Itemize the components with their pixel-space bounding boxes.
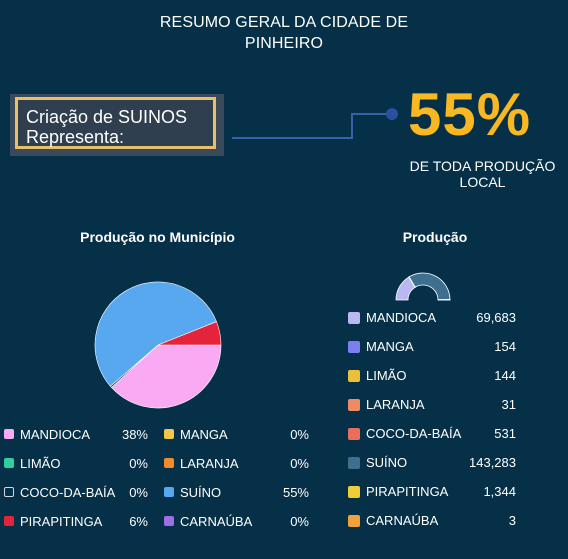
donut-legend-item-suino[interactable]: SUÍNO 143,283 bbox=[348, 455, 516, 471]
donut-segment-suino[interactable] bbox=[408, 272, 451, 301]
pie-legend-item-carnauba[interactable]: CARNAÚBA 0% bbox=[164, 514, 309, 530]
legend-value: 6% bbox=[129, 514, 148, 529]
legend-swatch bbox=[4, 516, 14, 526]
legend-value: 0% bbox=[129, 485, 148, 500]
legend-value: 531 bbox=[494, 426, 516, 441]
pie-legend-item-mandioca[interactable]: MANDIOCA 38% bbox=[4, 427, 148, 443]
legend-label: SUÍNO bbox=[366, 455, 408, 470]
legend-label: LARANJA bbox=[180, 456, 239, 471]
legend-value: 144 bbox=[494, 368, 516, 383]
legend-value: 55% bbox=[282, 485, 309, 500]
caption-line-1: DE TODA PRODUÇÃO bbox=[409, 158, 556, 174]
legend-value: 38% bbox=[121, 427, 148, 442]
legend-value: 69,683 bbox=[476, 310, 516, 325]
pie-legend-item-manga[interactable]: MANGA 0% bbox=[164, 427, 309, 443]
legend-swatch bbox=[4, 429, 14, 439]
legend-label: MANDIOCA bbox=[366, 310, 437, 325]
pie-slice-mandioca[interactable] bbox=[111, 344, 222, 409]
donut-chart bbox=[395, 272, 451, 301]
legend-value: 3 bbox=[508, 513, 516, 528]
legend-value: 0% bbox=[290, 456, 309, 471]
connector-line bbox=[232, 113, 392, 139]
legend-swatch bbox=[348, 399, 360, 411]
highlight-caption: DE TODA PRODUÇÃO LOCAL bbox=[400, 158, 565, 190]
highlight-percent: 55% bbox=[408, 81, 532, 148]
legend-value: 31 bbox=[501, 397, 516, 412]
legend-label: SUÍNO bbox=[180, 485, 222, 500]
legend-label: CARNAÚBA bbox=[366, 513, 439, 528]
legend-value: 1,344 bbox=[483, 484, 516, 499]
legend-value: 154 bbox=[494, 339, 516, 354]
legend-value: 143,283 bbox=[469, 455, 516, 470]
legend-swatch bbox=[348, 312, 360, 324]
legend-swatch bbox=[348, 486, 360, 498]
pie-chart bbox=[94, 281, 222, 409]
legend-label: LIMÃO bbox=[366, 368, 407, 383]
callout-frame: Criação de SUINOS Representa: bbox=[15, 97, 216, 149]
pie-slice-pirapitinga[interactable] bbox=[157, 321, 222, 346]
legend-value: 0% bbox=[290, 427, 309, 442]
callout-line-1: Criação de SUINOS bbox=[26, 107, 188, 127]
legend-swatch bbox=[164, 516, 174, 526]
donut-legend-item-manga[interactable]: MANGA 154 bbox=[348, 339, 516, 355]
pie-legend-item-limao[interactable]: LIMÃO 0% bbox=[4, 456, 148, 472]
legend-swatch bbox=[348, 370, 360, 382]
legend-label: CARNAÚBA bbox=[180, 514, 253, 529]
pie-legend-item-pirapitinga[interactable]: PIRAPITINGA 6% bbox=[4, 514, 148, 530]
legend-swatch bbox=[164, 429, 174, 439]
pie-legend-item-suino[interactable]: SUÍNO 55% bbox=[164, 485, 309, 501]
page-title: RESUMO GERAL DA CIDADE DE PINHEIRO bbox=[0, 12, 568, 54]
legend-swatch bbox=[348, 457, 360, 469]
legend-swatch bbox=[348, 515, 360, 527]
legend-swatch bbox=[164, 487, 174, 497]
pie-slice-suino[interactable] bbox=[94, 281, 217, 387]
donut-chart-title: Produção bbox=[402, 229, 468, 245]
legend-label: MANDIOCA bbox=[20, 427, 91, 442]
legend-swatch bbox=[348, 341, 360, 353]
caption-line-2: LOCAL bbox=[459, 174, 506, 190]
legend-label: MANGA bbox=[180, 427, 228, 442]
legend-swatch bbox=[4, 458, 14, 468]
pie-legend-item-laranja[interactable]: LARANJA 0% bbox=[164, 456, 309, 472]
pie-chart-title: Produção no Município bbox=[80, 229, 235, 245]
legend-label: PIRAPITINGA bbox=[366, 484, 449, 499]
legend-swatch bbox=[348, 428, 360, 440]
legend-value: 0% bbox=[290, 514, 309, 529]
donut-legend-item-mandioca[interactable]: MANDIOCA 69,683 bbox=[348, 310, 516, 326]
title-line-2: PINHEIRO bbox=[244, 35, 324, 52]
legend-swatch bbox=[164, 458, 174, 468]
connector-dot bbox=[386, 108, 398, 120]
legend-label: PIRAPITINGA bbox=[20, 514, 103, 529]
donut-legend-item-limao[interactable]: LIMÃO 144 bbox=[348, 368, 516, 384]
callout-line-2: Representa: bbox=[26, 127, 125, 147]
donut-legend-item-pirapitinga[interactable]: PIRAPITINGA 1,344 bbox=[348, 484, 516, 500]
pie-legend-item-coco-da-baia[interactable]: COCO-DA-BAÍA 0% bbox=[4, 485, 148, 501]
callout-card: Criação de SUINOS Representa: bbox=[10, 94, 224, 156]
legend-swatch bbox=[4, 487, 14, 497]
callout-connector bbox=[232, 108, 398, 139]
donut-legend-item-carnauba[interactable]: CARNAÚBA 3 bbox=[348, 513, 516, 529]
legend-value: 0% bbox=[129, 456, 148, 471]
donut-legend-item-laranja[interactable]: LARANJA 31 bbox=[348, 397, 516, 413]
legend-label: LARANJA bbox=[366, 397, 425, 412]
legend-label: MANGA bbox=[366, 339, 414, 354]
donut-legend-item-coco-da-baia[interactable]: COCO-DA-BAÍA 531 bbox=[348, 426, 516, 442]
title-line-1: RESUMO GERAL DA CIDADE DE bbox=[159, 14, 409, 31]
legend-label: LIMÃO bbox=[20, 456, 61, 471]
legend-label: COCO-DA-BAÍA bbox=[20, 485, 116, 500]
legend-label: COCO-DA-BAÍA bbox=[366, 426, 462, 441]
